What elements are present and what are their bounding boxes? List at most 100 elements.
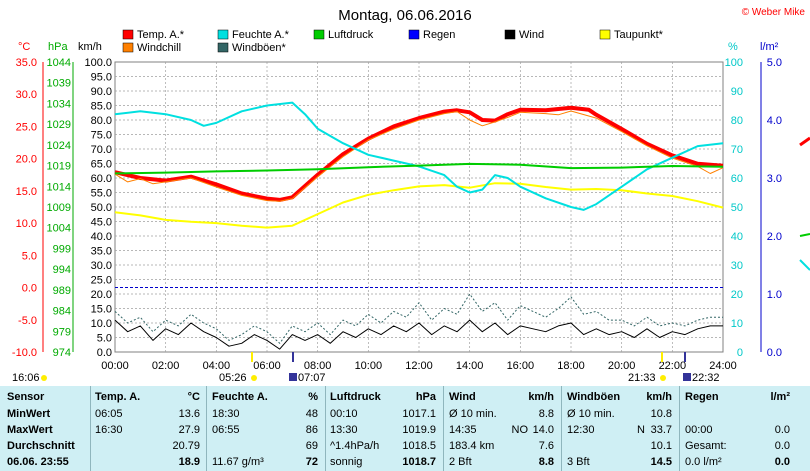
pressure-tick-label: 1004 [47, 223, 71, 235]
legend-swatch [504, 29, 516, 40]
table-row: 06.06. 23:55 18.9 11.67 g/m³ 72 sonnig 1018.7… [0, 456, 810, 471]
marker-label: 05:26 [219, 372, 247, 384]
temp-tick-label: 0.0 [22, 283, 37, 295]
cell-press-t: 00:10 [330, 408, 358, 420]
header-pressure: Luftdruck [330, 391, 381, 403]
legend-swatch [122, 42, 134, 53]
wind-tick-label: 55.0 [91, 188, 112, 200]
x-tick-label: 10:00 [355, 360, 383, 372]
cell-wind-l: 183.4 km [449, 440, 495, 452]
x-tick-label: 18:00 [557, 360, 585, 372]
legend-label: Luftdruck [328, 29, 374, 41]
table-row: MaxWert 16:30 27.9 06:55 86 13:30 1019.9 14:35 N… [0, 424, 810, 439]
wind-tick-label: 30.0 [91, 260, 112, 272]
legend-swatch [599, 29, 611, 40]
wind-tick-label: 50.0 [91, 202, 112, 214]
cell-press-v: 1018.7 [402, 456, 436, 468]
row-label: MinWert [7, 408, 51, 420]
x-tick-label: 22:00 [659, 360, 687, 372]
cell-rain-v: 0.0 [774, 456, 790, 468]
pressure-tick-label: 1019 [47, 161, 71, 173]
cell-gust-v: 10.8 [650, 408, 672, 420]
humidity-tick-label: 40 [731, 231, 743, 243]
wind-tick-label: 60.0 [91, 173, 112, 185]
cell-gust-l: 12:30 [567, 424, 595, 436]
legend-swatch [408, 29, 420, 40]
wind-tick-label: 5.0 [97, 333, 112, 345]
edge-temp-trace [799, 136, 810, 147]
pressure-tick-label: 1039 [47, 78, 71, 90]
copyright-text: © Weber Mike [742, 7, 806, 18]
axis-label-wind: km/h [78, 41, 102, 53]
legend-swatch [313, 29, 325, 40]
axis-label-humidity: % [728, 41, 738, 53]
x-tick-label: 06:00 [253, 360, 281, 372]
header-temp-unit: °C [187, 391, 200, 403]
temp-tick-label: 10.0 [16, 218, 37, 230]
temp-tick-label: 30.0 [16, 89, 37, 101]
x-tick-label: 20:00 [608, 360, 636, 372]
cell-hum-t: 18:30 [212, 408, 240, 420]
series-dewpoint [114, 182, 724, 229]
pressure-tick-label: 999 [53, 243, 71, 255]
header-gust-unit: km/h [646, 391, 672, 403]
wind-tick-label: 85.0 [91, 101, 112, 113]
humidity-tick-label: 30 [731, 260, 743, 272]
pressure-tick-label: 1044 [47, 57, 71, 69]
sun-icon [251, 375, 257, 381]
cell-gust-v: 14.5 [650, 456, 672, 468]
cell-wind-v: 14.0 [532, 424, 554, 436]
marker-label: 16:06 [12, 372, 40, 384]
axis-label-rain: l/m² [760, 41, 779, 53]
cell-temp-v: 27.9 [178, 424, 200, 436]
sun-icon [660, 375, 666, 381]
wind-tick-label: 65.0 [91, 159, 112, 171]
pressure-tick-label: 1009 [47, 202, 71, 214]
cell-rain-l: 00:00 [685, 424, 713, 436]
axis-label-pressure: hPa [48, 41, 68, 53]
temp-tick-label: 15.0 [16, 186, 37, 198]
header-wind: Wind [449, 391, 476, 403]
cell-wind-l: 14:35 [449, 424, 477, 436]
legend-label: Windböen* [232, 42, 287, 54]
table-header-row: Sensor Temp. A. °C Feuchte A. % Luftdruc… [0, 391, 810, 406]
sun-icon [41, 375, 47, 381]
wind-tick-label: 10.0 [91, 318, 112, 330]
wind-tick-label: 25.0 [91, 275, 112, 287]
x-tick-label: 04:00 [203, 360, 231, 372]
moon-icon [289, 373, 297, 381]
cell-wind-l: Ø 10 min. [449, 408, 497, 420]
header-pressure-unit: hPa [415, 391, 436, 403]
temp-tick-label: -5.0 [18, 315, 37, 327]
chart-title: Montag, 06.06.2016 [338, 7, 471, 24]
cell-rain-l: 0.0 l/m² [685, 456, 722, 468]
marker-label: 21:33 [628, 372, 656, 384]
humidity-tick-label: 0 [737, 347, 743, 359]
header-gust: Windböen [567, 391, 621, 403]
cell-hum-v: 69 [305, 440, 318, 452]
statistics-table: Sensor Temp. A. °C Feuchte A. % Luftdruc… [0, 386, 810, 471]
pressure-tick-label: 1034 [47, 98, 71, 110]
pressure-tick-label: 1024 [47, 140, 71, 152]
header-wind-unit: km/h [528, 391, 554, 403]
cell-hum-v: 48 [305, 408, 318, 420]
wind-tick-label: 45.0 [91, 217, 112, 229]
header-humidity: Feuchte A. [212, 391, 268, 403]
rain-tick-label: 3.0 [767, 173, 782, 185]
cell-hum-t: 06:55 [212, 424, 240, 436]
wind-tick-label: 35.0 [91, 246, 112, 258]
row-label: MaxWert [7, 424, 53, 436]
cell-temp-v: 13.6 [178, 408, 200, 420]
cell-temp-t: 06:05 [95, 408, 123, 420]
legend-swatch [217, 29, 229, 40]
series-windchill [114, 110, 724, 202]
legend-swatch [217, 42, 229, 53]
rain-tick-label: 5.0 [767, 57, 782, 69]
x-tick-label: 16:00 [507, 360, 535, 372]
humidity-tick-label: 80 [731, 115, 743, 127]
cell-gust-l: 3 Bft [567, 456, 590, 468]
rain-tick-label: 4.0 [767, 115, 782, 127]
series-humidity [114, 101, 724, 211]
header-rain-unit: l/m² [770, 391, 790, 403]
cell-temp-v: 20.79 [172, 440, 200, 452]
